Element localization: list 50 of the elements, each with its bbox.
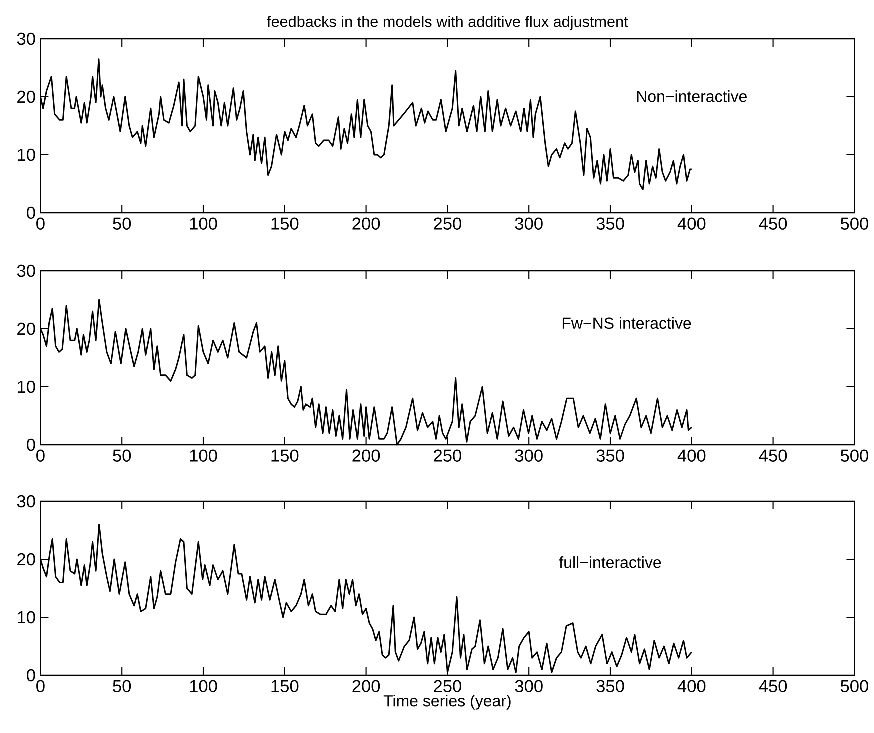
y-tick-label: 0 bbox=[27, 206, 36, 220]
annotation: Non−interactive bbox=[637, 90, 747, 102]
y-tick-label: 20 bbox=[18, 322, 36, 336]
y-tick-label: 10 bbox=[18, 611, 36, 624]
x-tick-label: 400 bbox=[678, 450, 706, 462]
y-tick-label: 30 bbox=[17, 264, 36, 278]
y-tick-label: 30 bbox=[17, 495, 36, 508]
x-tick-label: 450 bbox=[759, 450, 788, 462]
x-tick-label: 500 bbox=[840, 218, 868, 230]
x-tick-label: 250 bbox=[434, 450, 462, 462]
x-tick-label: 350 bbox=[596, 680, 624, 692]
y-tick-label: 10 bbox=[18, 380, 36, 394]
x-tick-label: 250 bbox=[434, 218, 462, 230]
x-tick-label: 350 bbox=[596, 218, 624, 230]
x-tick-label: 0 bbox=[36, 450, 45, 462]
x-tick-label: 400 bbox=[678, 680, 706, 692]
annotation: full−interactive bbox=[559, 556, 662, 568]
chart-title: feedbacks in the models with additive flux adjustment bbox=[267, 16, 628, 30]
x-tick-label: 200 bbox=[352, 218, 380, 230]
x-tick-label: 400 bbox=[678, 218, 706, 230]
x-tick-label: 350 bbox=[596, 450, 624, 462]
x-tick-label: 450 bbox=[759, 218, 788, 230]
y-tick-label: 30 bbox=[17, 32, 36, 46]
x-tick-label: 300 bbox=[515, 680, 543, 692]
x-tick-label: 200 bbox=[352, 680, 380, 692]
y-tick-label: 20 bbox=[18, 90, 36, 104]
x-tick-label: 500 bbox=[840, 680, 868, 692]
x-tick-label: 100 bbox=[190, 680, 218, 692]
y-tick-label: 0 bbox=[27, 438, 36, 452]
x-tick-label: 500 bbox=[840, 450, 868, 462]
annotation: Fw−NS interactive bbox=[562, 317, 692, 330]
x-tick-label: 150 bbox=[272, 218, 299, 230]
x-tick-label: 150 bbox=[272, 450, 299, 462]
x-tick-label: 50 bbox=[113, 218, 132, 230]
x-tick-label: 100 bbox=[190, 450, 218, 462]
y-tick-label: 10 bbox=[18, 148, 36, 162]
x-axis-title: Time series (year) bbox=[384, 694, 511, 710]
x-tick-label: 50 bbox=[113, 450, 132, 462]
x-tick-label: 450 bbox=[759, 680, 788, 692]
y-tick-label: 0 bbox=[27, 669, 36, 682]
x-tick-label: 300 bbox=[515, 450, 543, 462]
x-tick-label: 150 bbox=[272, 680, 299, 692]
x-tick-label: 50 bbox=[113, 680, 132, 692]
x-tick-label: 100 bbox=[190, 218, 218, 230]
y-tick-label: 20 bbox=[18, 553, 36, 566]
x-tick-label: 300 bbox=[515, 218, 543, 230]
x-tick-label: 200 bbox=[352, 450, 380, 462]
x-tick-label: 0 bbox=[36, 218, 45, 230]
x-tick-label: 0 bbox=[36, 680, 45, 692]
x-tick-label: 250 bbox=[434, 680, 462, 692]
